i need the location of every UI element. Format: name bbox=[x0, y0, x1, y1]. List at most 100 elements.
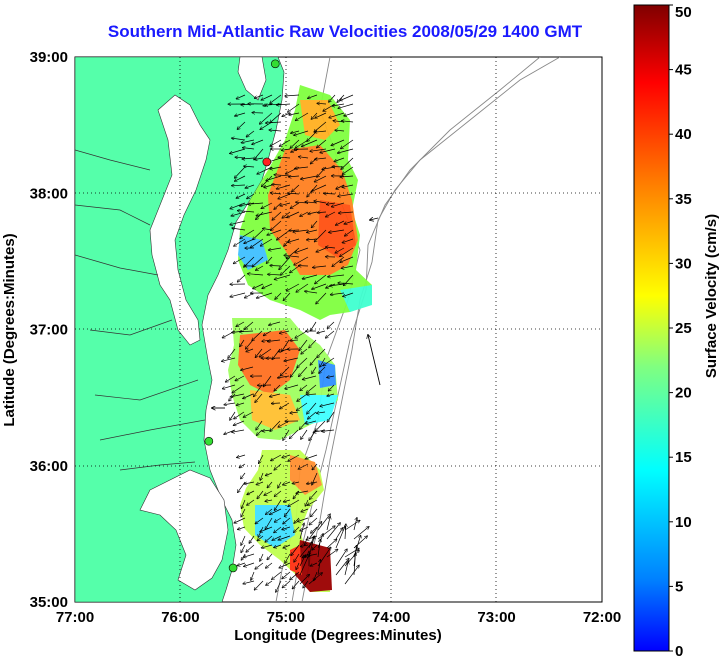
velocity-vector bbox=[240, 339, 245, 347]
velocity-vector bbox=[299, 542, 312, 558]
velocity-vector bbox=[226, 375, 236, 382]
velocity-vector bbox=[340, 247, 354, 257]
velocity-vector bbox=[253, 229, 264, 240]
velocity-vector bbox=[299, 523, 304, 540]
velocity-vector bbox=[277, 184, 291, 189]
velocity-vector bbox=[243, 580, 255, 584]
velocity-vector bbox=[256, 481, 264, 485]
velocity-vector bbox=[306, 384, 317, 393]
velocity-vector bbox=[290, 139, 300, 148]
velocity-vector bbox=[292, 184, 300, 192]
velocity-vector bbox=[290, 571, 300, 580]
velocity-vector bbox=[317, 348, 326, 358]
velocity-vector bbox=[335, 528, 343, 540]
velocity-vector bbox=[291, 544, 300, 555]
velocity-vector bbox=[317, 539, 320, 558]
velocity-vector bbox=[328, 384, 335, 391]
velocity-vector bbox=[270, 166, 282, 169]
velocity-vector bbox=[345, 524, 346, 540]
velocity-vector bbox=[241, 544, 246, 552]
velocity-vector bbox=[294, 130, 309, 135]
velocity-vector bbox=[305, 454, 318, 459]
velocity-vector bbox=[266, 562, 273, 568]
velocity-vector bbox=[288, 454, 300, 461]
velocity-vector bbox=[299, 555, 305, 567]
velocity-vector bbox=[338, 148, 354, 153]
velocity-vector bbox=[242, 158, 255, 159]
velocity-vector bbox=[307, 499, 318, 505]
velocity-vector bbox=[344, 112, 354, 116]
velocity-vector bbox=[303, 375, 317, 380]
velocity-vector bbox=[261, 238, 273, 246]
velocity-vector bbox=[266, 580, 273, 585]
velocity-vector bbox=[312, 220, 318, 228]
velocity-vector bbox=[287, 211, 300, 218]
velocity-vector bbox=[241, 472, 246, 479]
velocity-vector bbox=[340, 256, 354, 262]
velocity-vector bbox=[228, 348, 236, 358]
x-tick-label: 73:00 bbox=[477, 609, 515, 626]
velocity-vector bbox=[326, 211, 336, 217]
velocity-vector bbox=[247, 490, 255, 495]
velocity-vector bbox=[294, 256, 309, 265]
velocity-vector bbox=[223, 384, 236, 389]
velocity-vector bbox=[341, 265, 354, 268]
velocity-vector bbox=[264, 490, 273, 495]
velocity-vector bbox=[245, 321, 254, 329]
velocity-vector bbox=[230, 292, 246, 297]
velocity-vector bbox=[257, 490, 264, 499]
velocity-vector bbox=[238, 526, 246, 529]
velocity-vector bbox=[307, 402, 317, 414]
velocity-vector bbox=[311, 508, 318, 517]
velocity-vector bbox=[230, 220, 246, 225]
velocity-vector bbox=[326, 523, 340, 540]
velocity-vector bbox=[319, 366, 326, 373]
velocity-vector bbox=[270, 266, 282, 267]
y-tick-label: 37:00 bbox=[30, 322, 68, 339]
velocity-vector bbox=[280, 366, 290, 376]
velocity-vector bbox=[272, 184, 282, 185]
velocity-vector bbox=[315, 112, 327, 118]
pamlico-sound bbox=[139, 469, 229, 591]
velocity-vector bbox=[312, 283, 327, 289]
velocity-vector bbox=[269, 321, 281, 325]
velocity-vector bbox=[341, 139, 354, 149]
velocity-vector bbox=[311, 184, 327, 192]
velocity-vector bbox=[335, 527, 345, 549]
velocity-vector bbox=[299, 157, 309, 158]
velocity-vector bbox=[232, 384, 245, 393]
velocity-vector bbox=[310, 490, 318, 499]
velocity-vector bbox=[265, 535, 273, 542]
velocity-vector bbox=[271, 220, 282, 230]
velocity-vector bbox=[326, 549, 338, 558]
velocity-vector bbox=[320, 402, 335, 406]
colorbar-tick-label: 35 bbox=[675, 191, 692, 208]
velocity-vector bbox=[353, 518, 357, 531]
velocity-vector bbox=[234, 256, 246, 264]
velocity-vector bbox=[283, 292, 291, 300]
velocity-vector bbox=[302, 274, 318, 279]
velocity-vector bbox=[236, 193, 246, 198]
velocity-vector bbox=[230, 411, 236, 420]
velocity-vector bbox=[290, 412, 299, 413]
velocity-vector bbox=[324, 193, 336, 194]
velocity-vector bbox=[278, 375, 290, 378]
velocity-vector bbox=[327, 321, 335, 328]
velocity-vector bbox=[274, 384, 281, 391]
map-title: Southern Mid-Atlantic Raw Velocities 200… bbox=[107, 22, 583, 41]
velocity-vector bbox=[298, 517, 309, 522]
velocity-vector bbox=[272, 403, 281, 404]
velocity-vector bbox=[224, 403, 236, 405]
velocity-vector bbox=[296, 562, 300, 569]
delaware-bay bbox=[237, 57, 267, 101]
velocity-vector bbox=[302, 139, 318, 147]
velocity-vector bbox=[255, 517, 264, 524]
velocity-vector bbox=[263, 229, 273, 231]
velocity-vector bbox=[256, 265, 264, 270]
chesapeake-bay bbox=[149, 94, 211, 346]
velocity-vector bbox=[265, 500, 273, 501]
velocity-vector bbox=[315, 274, 327, 284]
velocity-vector bbox=[353, 527, 369, 540]
velocity-vector bbox=[338, 193, 354, 196]
